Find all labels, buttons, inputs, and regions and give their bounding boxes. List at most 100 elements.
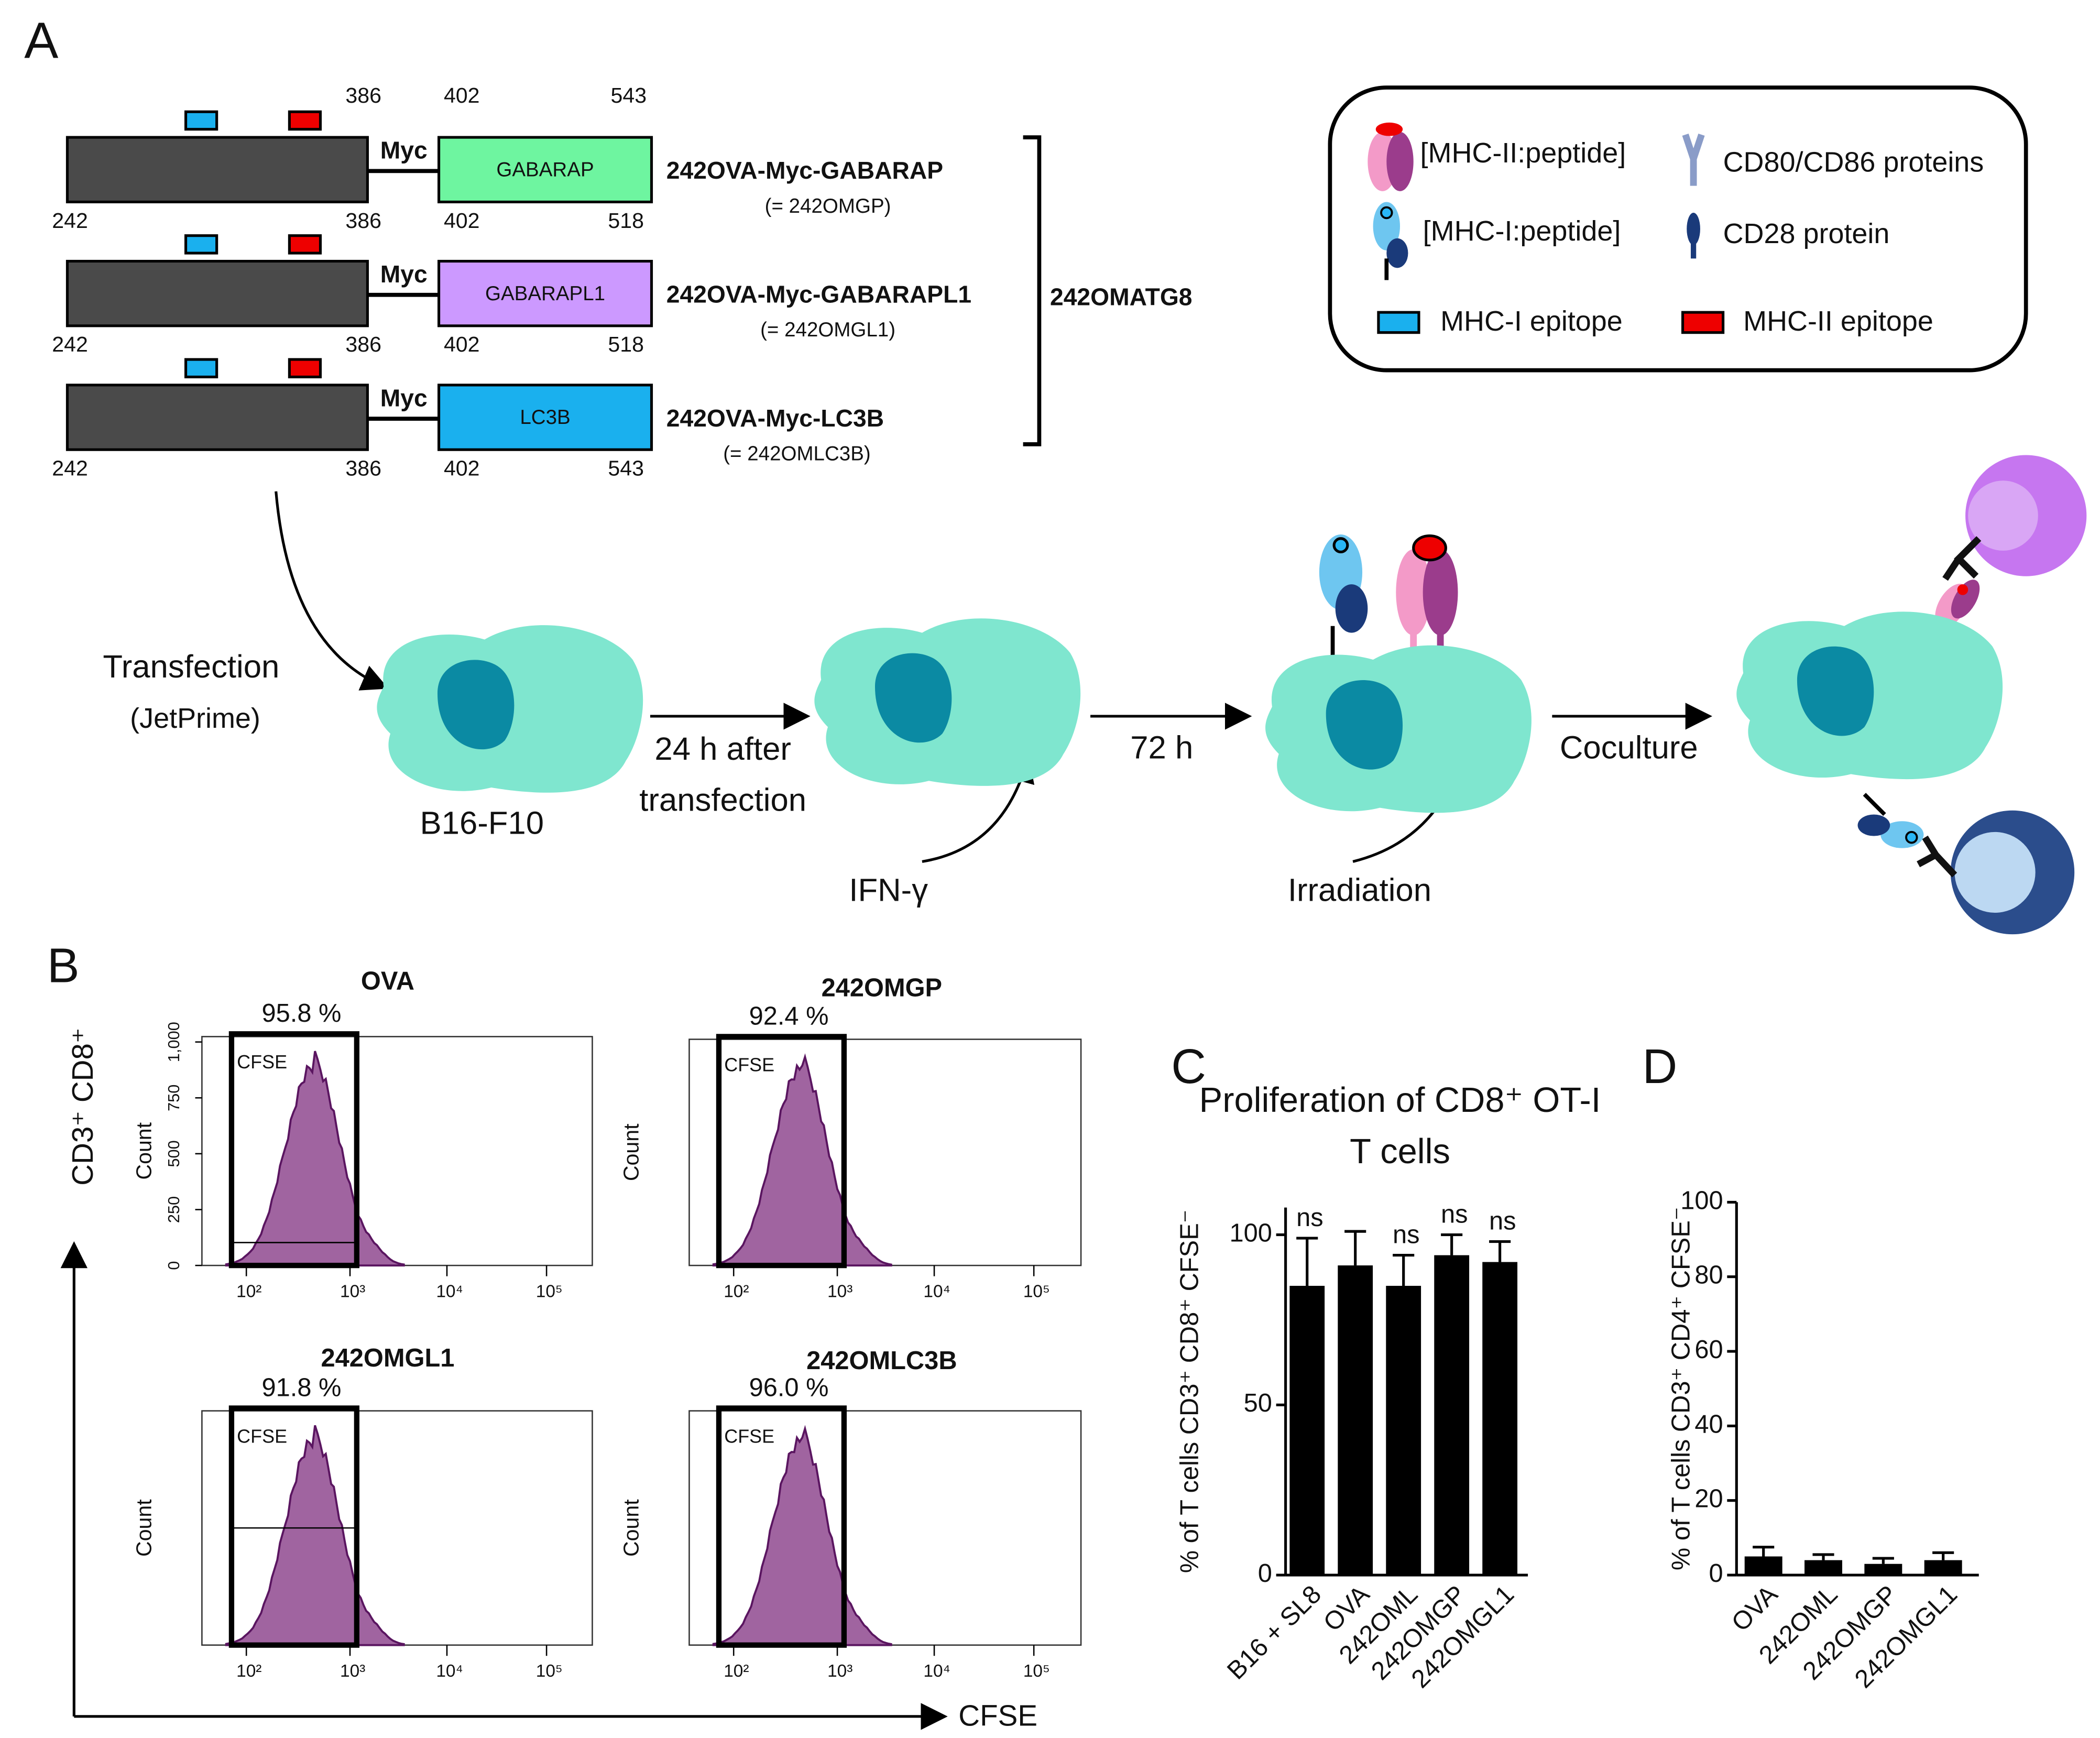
x-tick-label: 10⁵ (1023, 1282, 1050, 1301)
cd28-icon (1687, 213, 1700, 259)
y-axis-label: % of T cells CD3⁺ CD8⁺ CFSE⁻ (1176, 1209, 1204, 1573)
panel-label: B (47, 938, 80, 992)
x-tick-label: 10⁵ (536, 1662, 563, 1681)
epitope-mhc1 (184, 110, 218, 131)
error-bar (1489, 1240, 1511, 1262)
error-bar (1296, 1237, 1318, 1286)
panel-label: C (1171, 1039, 1206, 1094)
error-bar (1393, 1254, 1415, 1286)
construct-name: 242OVA-Myc-GABARAP (666, 157, 943, 184)
y-axis-label: Count (132, 1499, 156, 1557)
histogram (712, 1053, 892, 1267)
atg8-domain (438, 136, 653, 204)
gate-label: CFSE (237, 1051, 287, 1073)
residue-number: 242 (52, 456, 88, 480)
histogram-title: 242OMGP (822, 974, 943, 1002)
x-tick-label: 10² (724, 1282, 749, 1301)
mhc2-epitope-swatch (1681, 311, 1725, 334)
x-tick-label: B16 + SL8 (1222, 1580, 1327, 1685)
workflow-label: IFN-γ (849, 872, 928, 909)
x-tick-label: 10² (236, 1282, 261, 1301)
x-tick-label: 10⁴ (923, 1662, 950, 1681)
cd8-t-cell (1857, 793, 2075, 935)
x-tick-label: 10³ (827, 1662, 852, 1681)
y-tick-label: 100 (1230, 1219, 1272, 1248)
legend-label: [MHC-II:peptide] (1420, 137, 1626, 169)
residue-number: 402 (444, 332, 480, 356)
cd4-t-cell (1935, 455, 2087, 628)
legend-label: [MHC-I:peptide] (1423, 215, 1621, 247)
error-bar (1441, 1233, 1463, 1255)
surface-mhc (1319, 534, 1458, 663)
residue-number: 402 (444, 209, 480, 233)
bar (1804, 1560, 1842, 1576)
gate-label: CFSE (724, 1426, 774, 1447)
significance-label: ns (1489, 1207, 1516, 1236)
significance-label: ns (1393, 1221, 1420, 1249)
error-bar (1753, 1546, 1775, 1557)
residue-number: 242 (52, 332, 88, 356)
workflow-label: Irradiation (1288, 872, 1431, 909)
y-axis-label: Count (132, 1122, 156, 1179)
residue-number: 518 (608, 332, 644, 356)
epitope-mhc1 (184, 358, 218, 379)
x-tick-label: 10³ (340, 1662, 365, 1681)
histogram-title: 242OMLC3B (806, 1347, 957, 1375)
bar (1924, 1560, 1962, 1576)
construct-alias: (= 242OMLC3B) (723, 443, 871, 465)
y-tick-label: 0 (1709, 1559, 1723, 1588)
histogram (225, 1425, 405, 1646)
bar (1289, 1286, 1325, 1576)
x-tick-label: 10³ (827, 1282, 852, 1301)
domain-label: GABARAP (496, 159, 594, 181)
x-tick-label: 10⁵ (536, 1282, 563, 1301)
residue-number: 386 (345, 209, 381, 233)
legend-label: CD28 protein (1723, 218, 1890, 249)
histogram-title: 242OMGL1 (321, 1344, 454, 1372)
y-tick-label: 100 (1680, 1186, 1723, 1215)
cd80-icon (1682, 133, 1705, 186)
gate-percent: 91.8 % (262, 1373, 342, 1402)
residue-number: 242 (52, 209, 88, 233)
ova-fragment (65, 259, 369, 327)
y-axis-label: Count (619, 1123, 643, 1181)
mhc1-icon (1373, 202, 1408, 280)
bar (1744, 1556, 1782, 1576)
construct-name: 242OVA-Myc-GABARAPL1 (666, 281, 971, 308)
construct-alias: (= 242OMGP) (765, 195, 891, 217)
legend-label: MHC-II epitope (1743, 305, 1933, 337)
y-tick-label: 20 (1694, 1485, 1723, 1513)
y-tick-label: 1,000 (165, 1022, 183, 1062)
cfse-axes (60, 1241, 948, 1730)
bar (1482, 1262, 1518, 1576)
y-tick-label: 80 (1694, 1261, 1723, 1289)
group-label: 242OMATG8 (1050, 283, 1193, 311)
y-axis-label: Count (619, 1499, 643, 1557)
y-tick-label: 250 (165, 1196, 183, 1223)
error-bar (1932, 1551, 1954, 1560)
bar (1434, 1255, 1470, 1576)
nucleus (875, 653, 952, 743)
nucleus (1326, 680, 1403, 770)
residue-number: 386 (345, 332, 381, 356)
workflow-label: 24 h after (654, 731, 791, 767)
y-axis-label: % of T cells CD3⁺ CD4⁺ CFSE⁻ (1667, 1207, 1695, 1570)
axis-label: CFSE (958, 1699, 1037, 1732)
residue-number: 402 (444, 456, 480, 480)
legend-label: CD80/CD86 proteins (1723, 147, 1984, 178)
histogram (225, 1051, 405, 1267)
atg8-domain (438, 384, 653, 451)
histogram-title: OVA (361, 967, 414, 995)
chart-title-text: Proliferation of CD8⁺ OT-I T cells (1199, 1079, 1601, 1172)
gate-label: CFSE (237, 1426, 287, 1447)
construct-name: 242OVA-Myc-LC3B (666, 405, 884, 432)
x-tick-label: 10⁴ (436, 1662, 463, 1681)
y-tick-label: 750 (165, 1085, 183, 1111)
ova-fragment (65, 136, 369, 204)
residue-number: 518 (608, 209, 644, 233)
y-tick-label: 40 (1694, 1410, 1723, 1438)
bar (1338, 1265, 1373, 1576)
workflow-label: Transfection (103, 649, 279, 685)
x-tick-label: 10⁴ (436, 1282, 463, 1301)
